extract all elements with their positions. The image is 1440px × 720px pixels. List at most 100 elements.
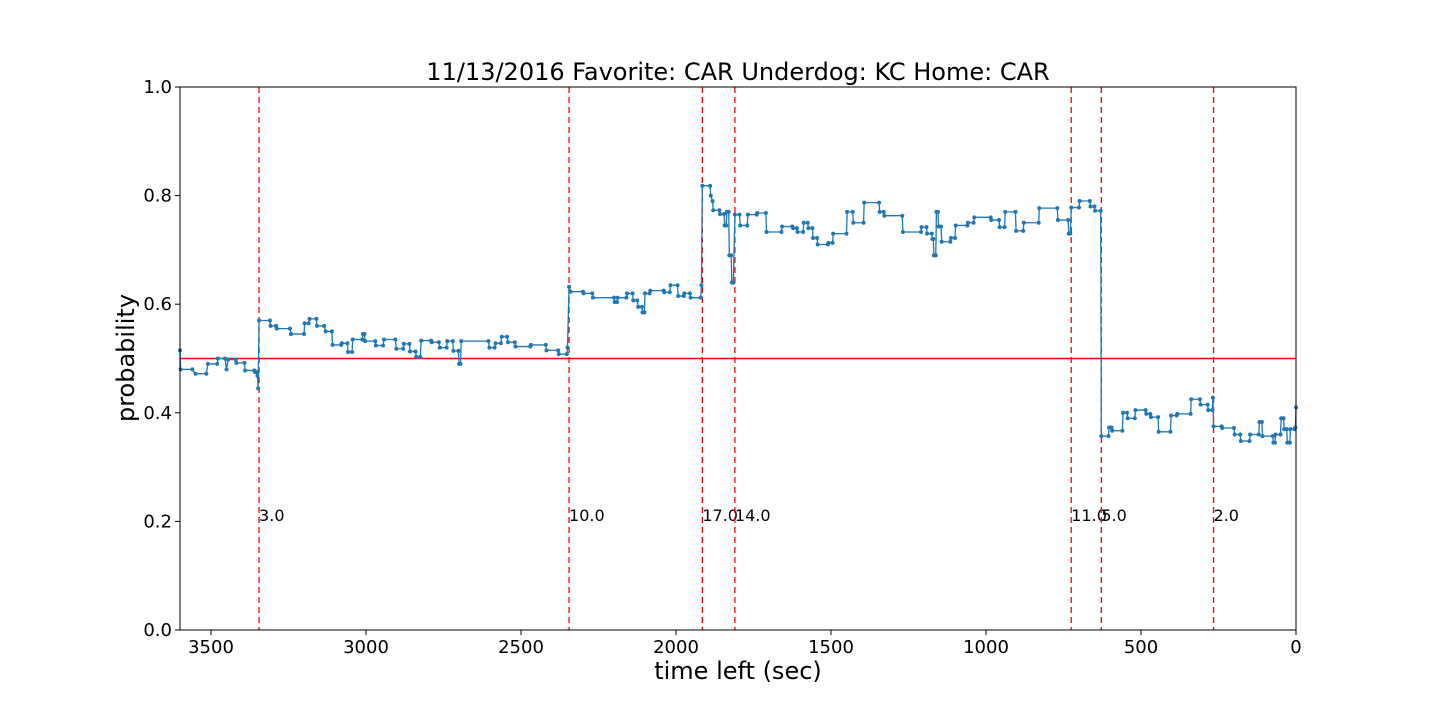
data-point [997,218,1002,223]
data-point [1144,411,1149,416]
data-point [381,343,386,348]
data-point [764,229,769,234]
data-point [1272,440,1277,445]
data-point [1238,439,1243,444]
data-point [381,337,386,342]
data-point [831,231,836,236]
data-point [350,337,355,342]
data-point [565,345,570,350]
data-point [612,295,616,300]
data-point [314,316,319,321]
score-event-label: 10.0 [569,506,605,525]
data-point [1211,424,1216,429]
data-point [1284,427,1289,432]
data-point [815,242,820,247]
data-point [966,220,971,225]
data-point [226,357,231,362]
data-point [346,349,351,354]
data-point [1077,205,1081,210]
data-point [948,239,953,244]
data-point [745,212,750,217]
y-axis-title: probability [112,294,140,422]
data-point [801,220,806,225]
data-point [205,361,210,366]
data-point [528,342,533,347]
data-point [1013,209,1018,214]
data-point [193,371,198,376]
data-point [1092,204,1097,209]
data-point [615,295,620,300]
data-point [1198,402,1203,407]
data-point [1148,415,1153,420]
data-point [1109,425,1114,430]
data-point [806,226,811,231]
x-axis: 3500 3000 2500 2000 1500 1000 500 0 [188,630,1302,658]
data-point [810,226,815,231]
data-point [1238,432,1243,437]
data-point [699,283,704,288]
data-point [498,341,503,346]
data-point [1036,220,1041,225]
data-point [302,321,307,326]
data-point [726,209,731,214]
data-point [737,212,742,217]
data-point [493,341,498,346]
data-point [350,349,355,354]
data-point [732,212,737,217]
data-point [456,348,461,353]
data-point [676,294,681,299]
data-point [1125,416,1130,421]
data-point [543,342,548,347]
data-point [418,354,423,359]
data-point [1148,411,1153,416]
data-point [414,354,419,359]
data-point [675,283,680,288]
data-point [1168,429,1173,434]
x-tick-label: 2500 [498,637,544,658]
data-point [339,341,344,346]
data-point [615,300,620,305]
data-point [1055,218,1060,223]
data-point [687,291,692,296]
data-point [1121,410,1126,415]
data-point [881,209,886,214]
y-tick-label: 0.0 [143,620,172,641]
data-point [268,323,273,328]
data-point [1156,415,1161,420]
data-point [288,326,293,331]
data-point [1248,432,1253,437]
data-point [924,225,929,230]
data-point [178,367,183,372]
data-point [851,220,856,225]
data-point [556,348,561,353]
data-point [581,291,586,296]
data-point [242,360,247,365]
data-point [1099,434,1104,439]
chart-title: 11/13/2016 Favorite: CAR Underdog: KC Ho… [426,58,1049,86]
data-point [933,253,938,258]
data-point [1014,228,1019,233]
data-point [877,200,882,205]
data-point [1256,432,1261,437]
data-point [1278,432,1283,437]
data-point [997,225,1002,230]
plot-frame [179,86,1297,631]
data-point [394,346,399,351]
data-point [639,304,644,309]
data-point [315,323,320,328]
data-point [288,332,293,337]
data-point [668,283,673,288]
data-point [204,371,209,376]
data-point [567,284,572,289]
data-point [444,345,449,350]
data-point [1021,220,1026,225]
data-point [948,235,953,240]
data-point [1106,434,1111,439]
data-point [698,295,703,300]
data-point [1125,410,1130,415]
data-point [267,318,272,323]
data-point [708,193,713,198]
data-point [568,289,573,294]
data-point [407,341,412,346]
data-point [918,229,923,234]
